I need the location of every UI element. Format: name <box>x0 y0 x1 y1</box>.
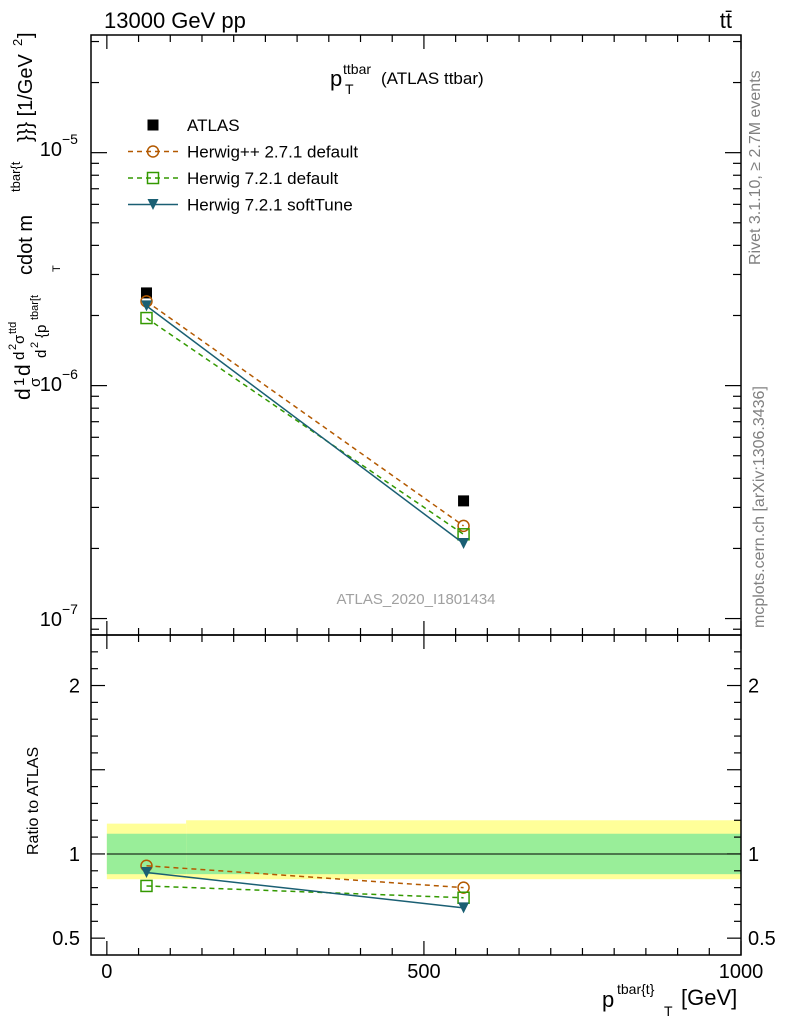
data-point-main <box>458 537 470 549</box>
series-line-ratio <box>146 871 464 909</box>
y-label-sigma2: σ <box>11 334 28 344</box>
y-tick-label-1e-7: 10 <box>40 609 62 631</box>
y-label-d1: d <box>12 388 35 400</box>
ratio-tick-label-2: 2 <box>69 676 80 698</box>
legend-entry-2: Herwig 7.2.1 default <box>128 169 338 188</box>
plot-title-rest: (ATLAS ttbar) <box>381 69 484 88</box>
x-tick-label-1000: 1000 <box>719 961 764 983</box>
x-tick-label-500: 500 <box>407 961 440 983</box>
axis-ticks <box>91 35 742 955</box>
y-label-cdot: cdot m <box>15 215 37 275</box>
data-point-main <box>140 287 152 299</box>
series-3 <box>140 300 470 914</box>
analysis-watermark: ATLAS_2020_I1801434 <box>336 591 495 608</box>
rivet-label: Rivet 3.1.10, ≥ 2.7M events <box>747 70 764 265</box>
y-tick-exp-1e-6: −6 <box>62 366 78 382</box>
series-line-main <box>146 305 465 545</box>
data-point-ratio <box>458 902 470 914</box>
x-axis-label-sub: T <box>664 1003 673 1019</box>
data-point-main <box>458 495 470 507</box>
data-point-ratio <box>457 881 470 894</box>
y-label-sup2b: 2 <box>29 342 41 348</box>
ratio-bands <box>106 820 741 880</box>
ratio-plot-frame <box>90 634 742 956</box>
legend-marker <box>146 171 160 185</box>
x-axis-label-sup: tbar{t} <box>617 981 655 997</box>
legend: ATLAS Herwig++ 2.7.1 default Herwig 7.2.1 … <box>128 116 358 215</box>
y-label-1: 1 <box>11 378 28 386</box>
y-label-units-close: ] <box>15 32 37 38</box>
ratio-tick-label-right-1: 1 <box>748 844 759 866</box>
legend-label: ATLAS <box>187 116 240 135</box>
y-label-units-sup: 2 <box>10 39 25 46</box>
x-axis-label: p tbar{t} T [GeV] <box>602 981 737 1019</box>
series-line-main <box>146 317 464 535</box>
data-series <box>140 287 470 914</box>
legend-label: Herwig 7.2.1 softTune <box>187 196 353 215</box>
legend-marker <box>147 119 159 131</box>
plot-title-main: p <box>330 66 342 91</box>
y-label-tbar2: tbar{t <box>8 161 23 192</box>
legend-label: Herwig 7.2.1 default <box>187 169 338 188</box>
y-tick-exp-1e-7: −7 <box>62 601 78 617</box>
plot-title-sub: T <box>345 81 354 97</box>
mcplots-label: mcplots.cern.ch [arXiv:1306.3436] <box>751 386 768 628</box>
series-0 <box>140 287 470 507</box>
legend-entry-0: ATLAS <box>147 116 240 135</box>
y-label-tbar: tbar[t <box>29 295 41 320</box>
data-point-main <box>140 311 153 325</box>
y-tick-labels-main: 10 −5 10 −6 10 −7 <box>40 131 78 631</box>
y-tick-labels-ratio: 2 1 0.5 2 1 0.5 <box>52 676 776 951</box>
legend-label: Herwig++ 2.7.1 default <box>187 143 358 162</box>
y-label-ttd: ttd <box>7 322 19 334</box>
series-line-ratio <box>146 864 464 889</box>
legend-marker <box>147 199 159 210</box>
y-label-d4: d <box>33 350 50 358</box>
legend-entry-1: Herwig++ 2.7.1 default <box>128 143 358 162</box>
data-point-main <box>140 300 152 312</box>
y-tick-label-1e-6: 10 <box>40 374 62 396</box>
series-line-ratio <box>146 885 464 899</box>
data-point-main <box>457 519 470 533</box>
x-tick-label-0: 0 <box>101 961 112 983</box>
y-label-sigma: σ <box>27 377 44 387</box>
ratio-tick-label-right-2: 2 <box>748 676 759 698</box>
series-line-main <box>146 300 464 527</box>
energy-label: 13000 GeV pp <box>104 8 246 33</box>
y-axis-label-ratio: Ratio to ATLAS <box>25 747 42 855</box>
plot-title-sup: ttbar <box>343 61 371 77</box>
y-axis-label-main: d 1 σ d d 2 σ ttd d 2 {p tbar[t T cdot m… <box>7 32 63 400</box>
y-label-units: }}} [1/GeV <box>15 53 37 142</box>
ratio-tick-label-0.5: 0.5 <box>52 928 80 950</box>
data-point-ratio <box>140 879 153 893</box>
x-axis-label-rest: [GeV] <box>681 985 737 1010</box>
ratio-tick-label-right-0.5: 0.5 <box>748 928 776 950</box>
y-label-d3: d <box>11 352 28 360</box>
process-label: tt̄ <box>720 8 732 33</box>
y-label-sup2a: 2 <box>7 344 19 350</box>
legend-marker <box>146 145 160 158</box>
y-label-d2: d <box>12 364 35 376</box>
x-axis-label-main: p <box>602 987 614 1012</box>
y-tick-label-1e-5: 10 <box>40 139 62 161</box>
y-label-p: {p <box>33 325 50 338</box>
x-tick-labels: 0 500 1000 <box>101 961 763 983</box>
y-label-T: T <box>51 265 63 272</box>
ratio-tick-label-1: 1 <box>69 844 80 866</box>
y-tick-exp-1e-5: −5 <box>62 131 78 147</box>
legend-entry-3: Herwig 7.2.1 softTune <box>128 196 353 215</box>
data-point-ratio <box>140 866 152 878</box>
plot-title: p ttbar T (ATLAS ttbar) <box>330 61 484 97</box>
